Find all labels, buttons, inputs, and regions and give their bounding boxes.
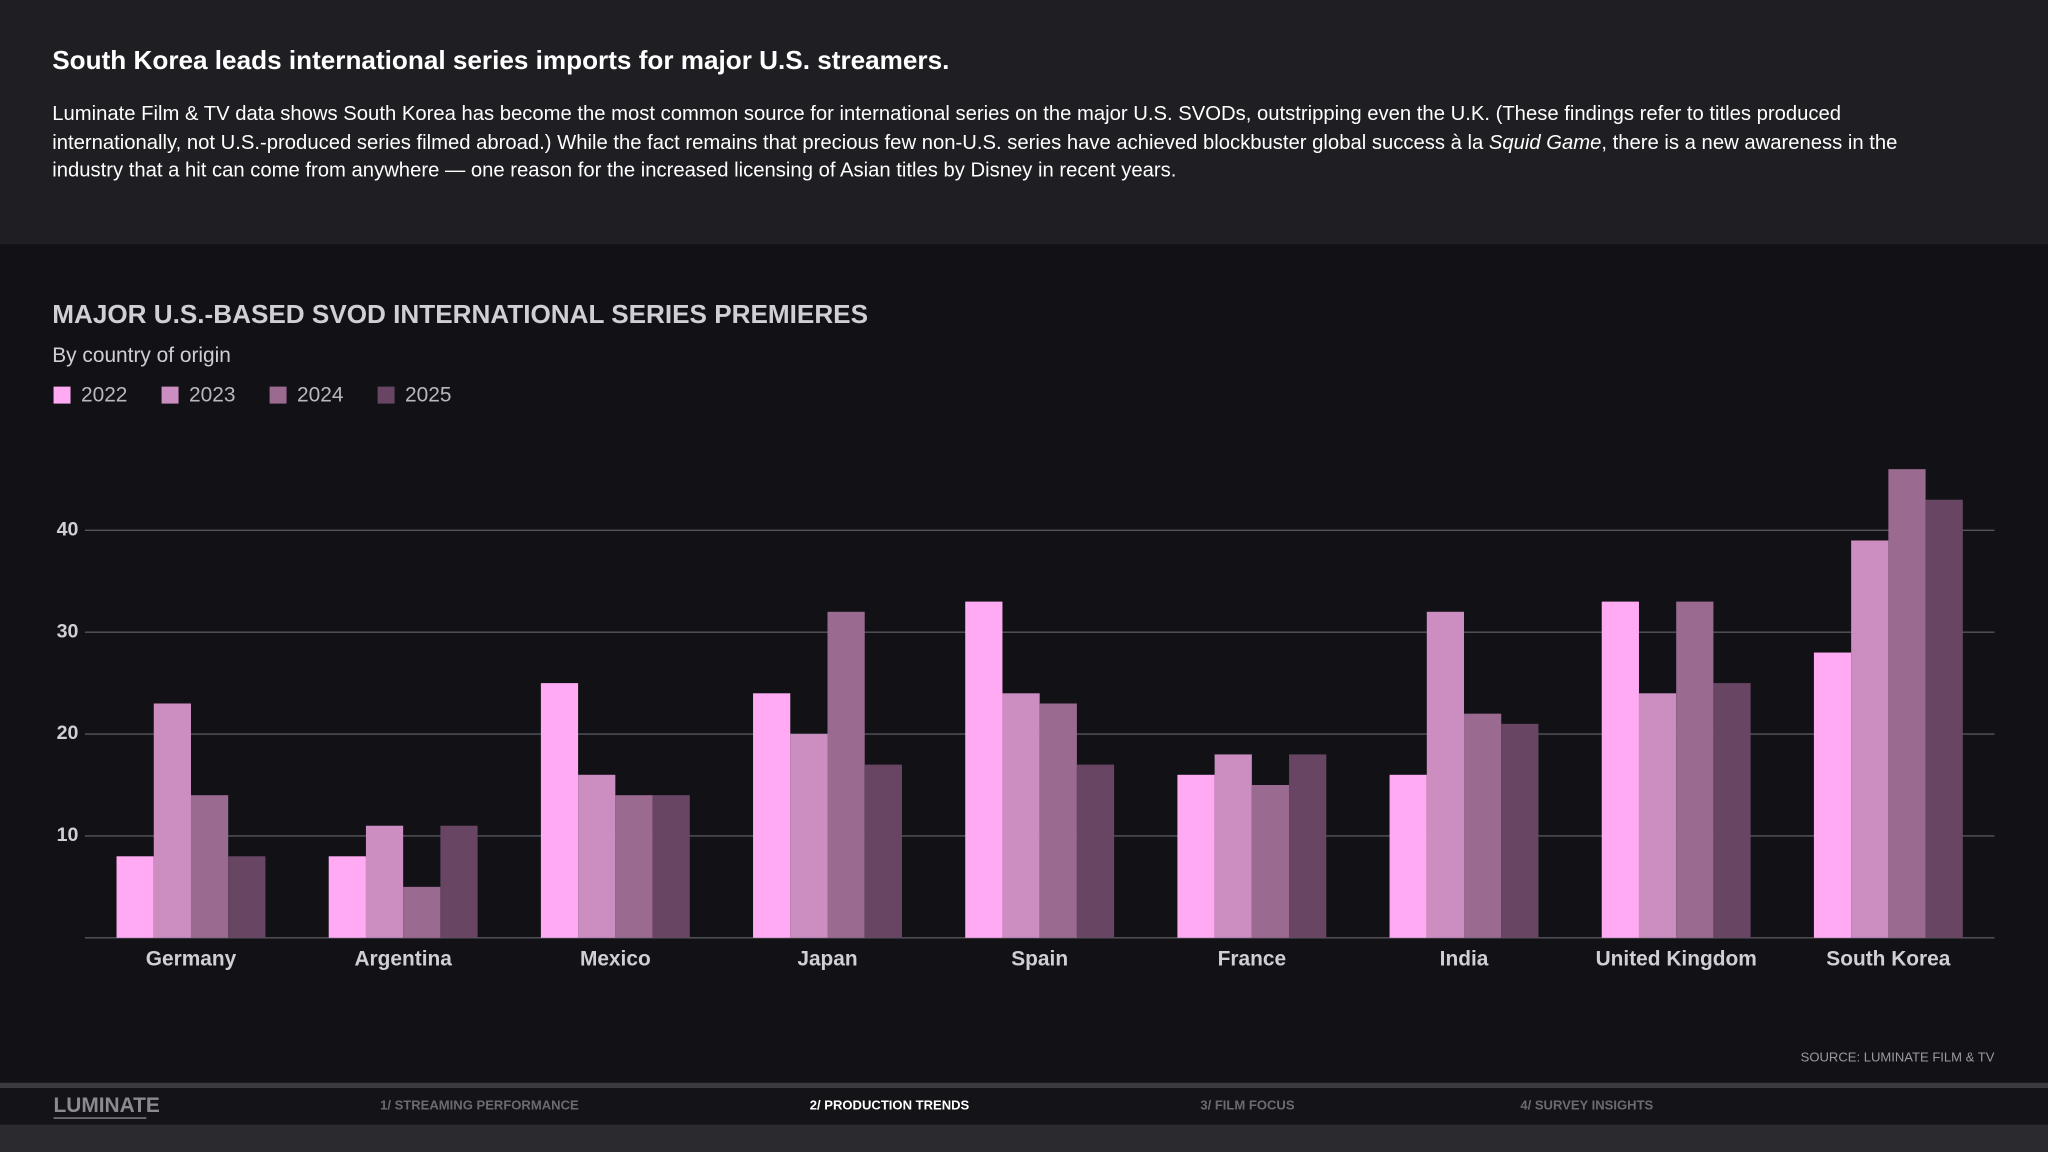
bar [116,856,154,938]
nav-border [0,1082,2048,1088]
bar [228,856,266,938]
legend-label: 2025 [405,383,451,406]
bar [1601,601,1639,938]
bottom-strip [0,1124,2048,1152]
text: , there is a new awareness in the indust… [52,131,1898,182]
bar [652,795,690,938]
legend-swatch [161,386,179,404]
x-tick-label: Argentina [354,948,452,971]
bar [1851,540,1889,938]
bar [1925,499,1963,938]
y-tick-label: 20 [57,722,79,744]
legend-label: 2023 [189,383,235,406]
bar [440,825,478,938]
bar [1002,693,1040,938]
bar [1251,784,1290,938]
bar [1888,469,1926,938]
bar [1813,652,1852,938]
legend-swatch [53,386,71,404]
y-tick-label: 30 [57,620,79,642]
bar [1039,703,1077,938]
bar [753,693,791,938]
bar [827,611,865,938]
bar [1177,774,1215,938]
y-tick-label: 40 [57,518,79,540]
logo: LUMINATE [54,1094,160,1117]
x-tick-label: Mexico [580,948,651,971]
x-tick-label: Japan [797,948,857,971]
bar [153,703,191,938]
header: South Korea leads international series i… [0,0,2048,245]
bar [540,683,579,938]
bar [615,795,653,938]
nav-tab[interactable]: 1/ STREAMING PERFORMANCE [380,1098,579,1113]
bar [1389,774,1427,938]
legend-label: 2024 [297,383,343,406]
bar [965,601,1003,938]
bar [790,734,828,938]
text: Luminate Film & TV data shows South Kore… [52,103,1842,154]
x-tick-label: South Korea [1826,948,1950,971]
bar [1289,754,1327,938]
bar [403,886,441,938]
bar [864,764,902,938]
bar [1464,713,1502,938]
y-tick-label: 10 [57,824,79,846]
italic-text: Squid Game [1488,131,1602,154]
bar [578,774,616,938]
legend-swatch [377,386,395,404]
chart-subtitle: By country of origin [52,344,231,367]
x-tick-label: Germany [146,948,237,971]
nav-tab[interactable]: 3/ FILM FOCUS [1200,1098,1295,1113]
bar [1214,754,1252,938]
chart-title: MAJOR U.S.-BASED SVOD INTERNATIONAL SERI… [52,299,868,329]
bar [1713,683,1751,938]
bar [1676,601,1714,938]
x-tick-label: Spain [1011,948,1068,971]
bar [1501,723,1539,938]
nav-bar [0,1087,2048,1125]
nav-tab[interactable]: 2/ PRODUCTION TRENDS [810,1098,970,1113]
x-tick-label: France [1218,948,1286,971]
header-description: Luminate Film & TV data shows South Kore… [52,101,1907,185]
bar [328,856,366,938]
bar [190,795,229,938]
bar [1076,764,1115,938]
bar [365,825,404,938]
nav-tab[interactable]: 4/ SURVEY INSIGHTS [1520,1098,1653,1113]
x-tick-label: India [1440,948,1489,971]
bar [1638,693,1677,938]
bar [1426,611,1465,938]
x-tick-label: United Kingdom [1596,948,1757,971]
legend-swatch [269,386,287,404]
source: SOURCE: LUMINATE FILM & TV [1801,1049,1995,1064]
header-title: South Korea leads international series i… [52,47,950,76]
legend-label: 2022 [81,383,127,406]
